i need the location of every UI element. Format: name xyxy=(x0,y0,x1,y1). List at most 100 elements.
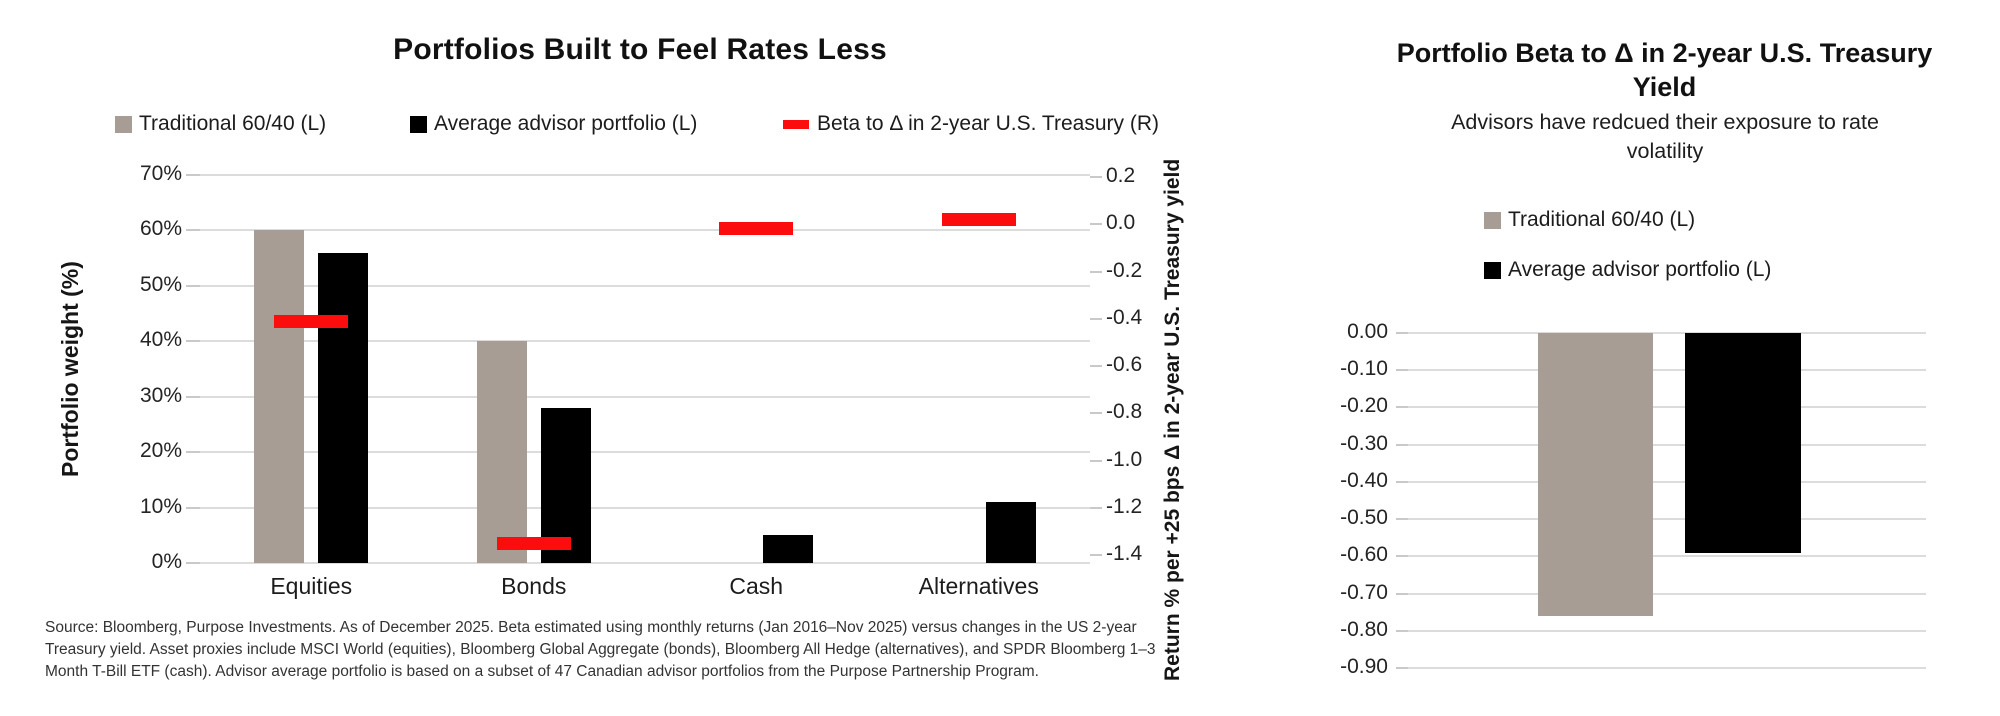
gridline xyxy=(1408,443,1926,446)
axis-tick xyxy=(1396,555,1408,558)
y-axis-tick-label: -0.20 xyxy=(1340,394,1388,418)
right-axis-tick-label: -0.2 xyxy=(1106,258,1143,282)
gridline xyxy=(1408,592,1926,595)
y-axis-tick-label: -0.40 xyxy=(1340,468,1388,492)
axis-tick xyxy=(1090,176,1102,178)
axis-tick xyxy=(1396,369,1408,372)
legend-item-beta: Beta to Δ in 2-year U.S. Treasury (R) xyxy=(783,111,1159,137)
bar-advisor xyxy=(1685,333,1801,553)
right-axis-tick-label: -0.4 xyxy=(1106,305,1143,329)
gridline xyxy=(1408,369,1926,372)
legend-square-icon xyxy=(410,115,427,133)
right-axis-tick-label: 0.0 xyxy=(1106,211,1136,235)
axis-tick xyxy=(1396,518,1408,521)
y-axis-tick-label: -0.30 xyxy=(1340,431,1388,455)
legend-dash-icon xyxy=(783,119,809,129)
axis-tick xyxy=(186,340,200,343)
bar-advisor xyxy=(985,502,1036,563)
gridline xyxy=(1408,480,1926,483)
axis-tick xyxy=(1090,554,1102,556)
legend-item-traditional: Traditional 60/40 (L) xyxy=(1484,207,1695,233)
source-line: Source: Bloomberg, Purpose Investments. … xyxy=(45,619,1137,636)
beta-dash-marker xyxy=(274,314,349,328)
axis-tick xyxy=(1396,629,1408,632)
x-axis-category-label: Cash xyxy=(729,573,784,599)
bar-traditional xyxy=(254,230,305,563)
gridline xyxy=(200,340,1090,343)
axis-tick xyxy=(1396,667,1408,669)
left-axis-tick-label: 60% xyxy=(139,217,182,241)
gridline xyxy=(1408,406,1926,409)
legend-label: Traditional 60/40 (L) xyxy=(1508,208,1696,231)
gridline xyxy=(200,229,1090,232)
gridline xyxy=(1408,332,1926,334)
beta-dash-marker xyxy=(496,536,571,550)
axis-tick xyxy=(1090,317,1102,320)
axis-tick xyxy=(186,284,200,287)
bar-advisor xyxy=(318,252,369,563)
axis-tick xyxy=(1396,332,1408,334)
y-axis-tick-label: -0.90 xyxy=(1340,655,1388,678)
gridline xyxy=(200,395,1090,398)
axis-tick xyxy=(1396,406,1408,409)
gridline xyxy=(200,451,1090,454)
gridline xyxy=(200,174,1090,176)
legend-label: Average advisor portfolio (L) xyxy=(434,112,698,135)
axis-tick xyxy=(186,506,200,509)
x-axis-category-label: Equities xyxy=(270,573,353,599)
axis-tick xyxy=(1090,459,1102,462)
left-axis-tick-label: 50% xyxy=(139,272,182,296)
axis-tick xyxy=(186,395,200,398)
bar-traditional xyxy=(476,341,527,563)
axis-tick xyxy=(186,451,200,454)
axis-tick xyxy=(1090,412,1102,415)
gridline xyxy=(200,506,1090,509)
axis-tick xyxy=(1396,480,1408,483)
right-axis-tick-label: -1.0 xyxy=(1106,447,1143,471)
left-chart-title: Portfolios Built to Feel Rates Less xyxy=(393,33,887,66)
left-axis-tick-label: 40% xyxy=(139,328,182,352)
gridline xyxy=(1408,667,1926,669)
axis-tick xyxy=(1090,506,1102,509)
legend-square-icon xyxy=(115,115,132,133)
y-axis-tick-label: -0.60 xyxy=(1340,543,1388,567)
x-axis-category-label: Alternatives xyxy=(918,573,1039,599)
left-axis-tick-label: 10% xyxy=(139,494,182,518)
legend-item-advisor: Average advisor portfolio (L) xyxy=(410,111,697,137)
axis-tick xyxy=(1090,365,1102,367)
legend-label: Traditional 60/40 (L) xyxy=(139,112,327,135)
right-chart-subtitle: Advisors have redcued their exposure to … xyxy=(1451,110,1879,163)
right-axis-tick-label: 0.2 xyxy=(1106,164,1136,187)
source-line: Treasury yield. Asset proxies include MS… xyxy=(45,641,1156,658)
gridline xyxy=(1408,629,1926,632)
axis-tick xyxy=(186,229,200,232)
bar-traditional xyxy=(1538,333,1653,616)
right-chart-title: Portfolio Beta to Δ in 2-year U.S. Treas… xyxy=(1396,38,1933,102)
axis-tick xyxy=(1396,592,1408,595)
axis-tick xyxy=(186,562,200,564)
gridline xyxy=(1408,555,1926,558)
left-axis-tick-label: 20% xyxy=(139,439,182,463)
axis-tick xyxy=(1090,223,1102,226)
y-axis-tick-label: 0.00 xyxy=(1347,320,1388,343)
y-axis-tick-label: -0.70 xyxy=(1340,580,1388,604)
x-axis-category-label: Bonds xyxy=(501,573,567,599)
left-axis-tick-label: 30% xyxy=(139,383,182,407)
gridline xyxy=(200,562,1090,564)
axis-tick xyxy=(186,174,200,176)
gridline xyxy=(1408,518,1926,521)
right-axis-tick-label: -1.4 xyxy=(1106,542,1143,565)
legend-label: Beta to Δ in 2-year U.S. Treasury (R) xyxy=(817,112,1159,135)
beta-dash-marker xyxy=(719,222,794,236)
bar-advisor xyxy=(763,535,814,563)
source-line: Month T-Bill ETF (cash). Advisor average… xyxy=(45,663,1039,680)
right-axis-tick-label: -1.2 xyxy=(1106,494,1143,518)
legend-square-icon xyxy=(1484,261,1501,279)
right-axis-tick-label: -0.6 xyxy=(1106,353,1143,376)
axis-tick xyxy=(1396,443,1408,446)
left-axis-tick-label: 70% xyxy=(139,162,182,185)
left-axis-tick-label: 0% xyxy=(151,550,182,573)
axis-tick xyxy=(1090,270,1102,273)
beta-dash-marker xyxy=(941,213,1016,227)
